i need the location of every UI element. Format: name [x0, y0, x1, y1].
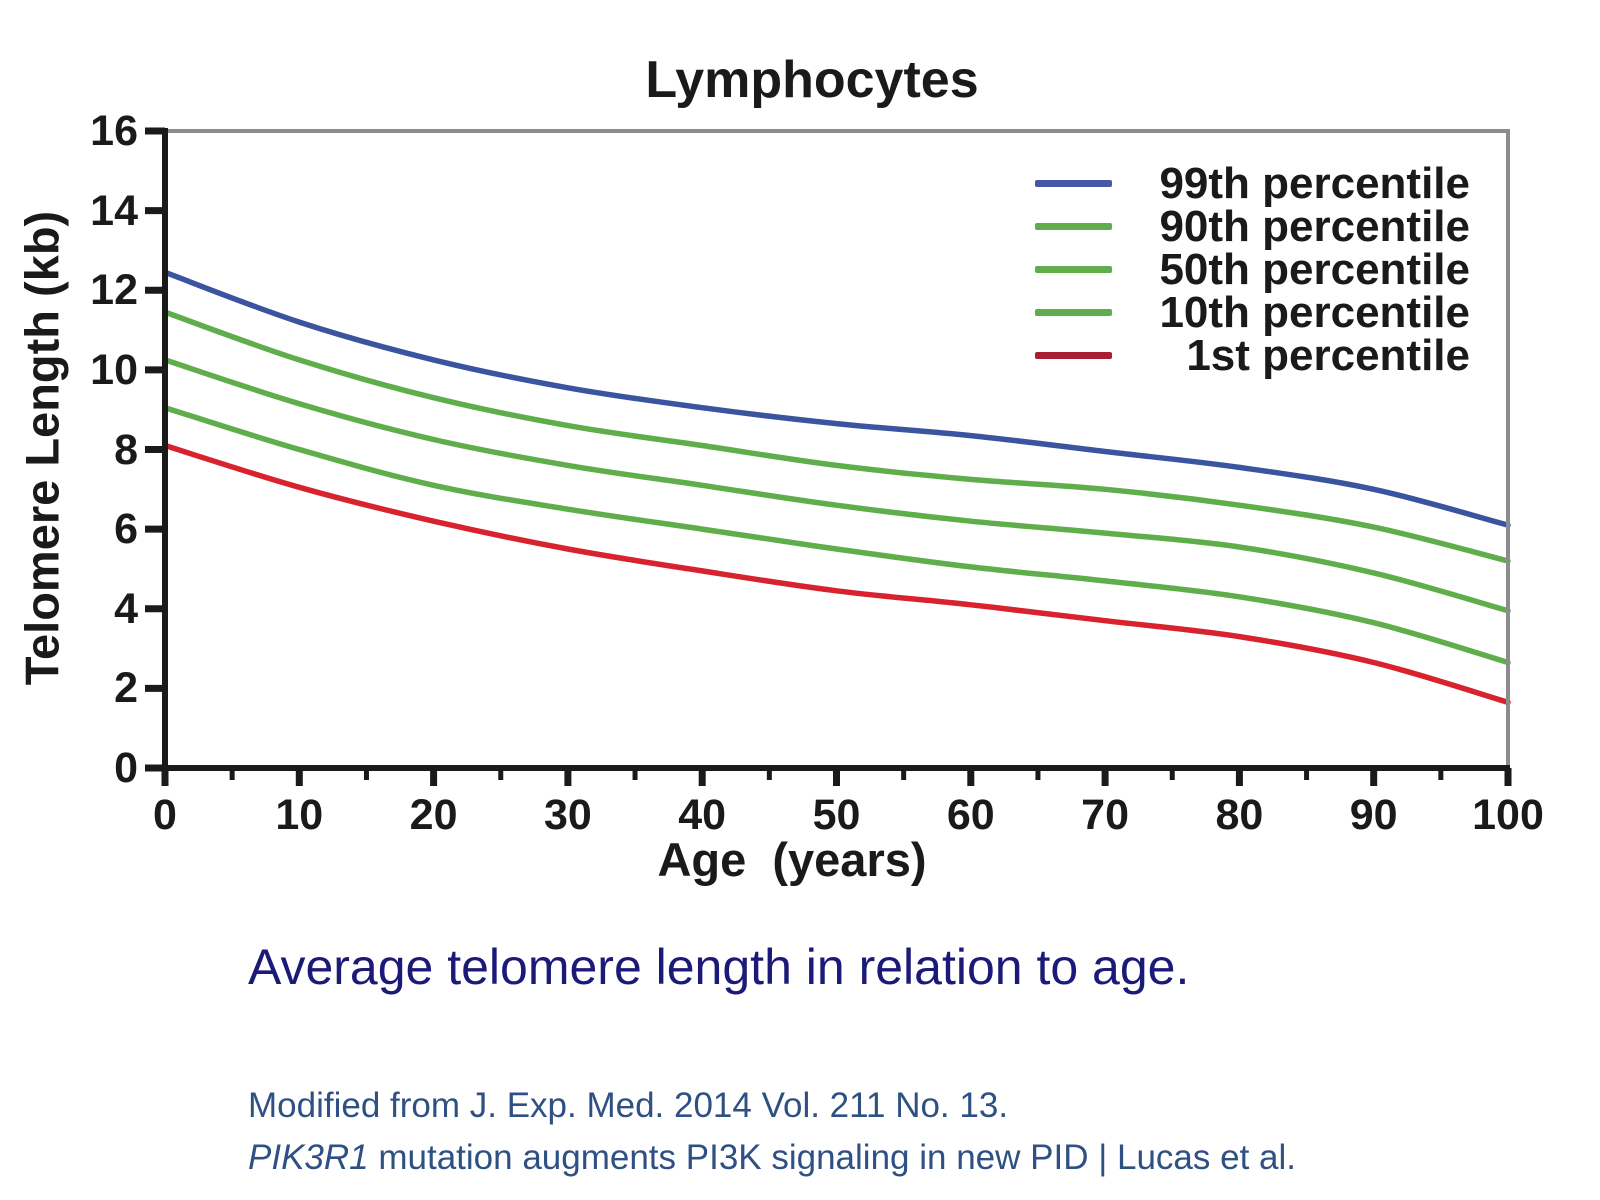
legend-label: 50th percentile	[1159, 244, 1470, 294]
x-tick-label-70: 70	[1081, 791, 1130, 839]
curve-99th-percentile	[162, 269, 1511, 528]
legend-entry: 99th percentile	[1035, 158, 1470, 208]
y-tick-label-14: 14	[90, 186, 138, 235]
legend-entry: 1st percentile	[1035, 330, 1470, 380]
curve-1st-percentile	[162, 442, 1511, 706]
x-tick-label-40: 40	[678, 791, 727, 839]
legend-entry: 10th percentile	[1035, 287, 1470, 337]
curve-90th-percentile	[162, 309, 1511, 564]
attribution-line1: Modified from J. Exp. Med. 2014 Vol. 211…	[248, 1086, 1009, 1125]
x-axis-label: Age (years)	[657, 833, 927, 886]
y-tick-label-4: 4	[114, 584, 138, 633]
attribution-line2-rest: mutation augments PI3K signaling in new …	[368, 1138, 1297, 1177]
x-tick-label-10: 10	[275, 791, 324, 839]
curve-50th-percentile	[162, 357, 1511, 614]
legend-label: 1st percentile	[1186, 330, 1470, 380]
caption: Average telomere length in relation to a…	[248, 939, 1190, 995]
legend-line-icon	[1035, 352, 1112, 359]
legend: 99th percentile 90th percentile 50th perce…	[1035, 158, 1470, 380]
y-tick-label-8: 8	[114, 425, 138, 474]
legend-label: 10th percentile	[1159, 287, 1470, 337]
y-tick-label-2: 2	[114, 664, 138, 713]
legend-entry: 90th percentile	[1035, 201, 1470, 251]
y-tick-label-10: 10	[90, 345, 138, 394]
attribution: Modified from J. Exp. Med. 2014 Vol. 211…	[248, 1080, 1296, 1184]
x-tick-label-60: 60	[946, 791, 995, 839]
x-tick-label-0: 0	[153, 791, 177, 839]
legend-line-icon	[1035, 180, 1112, 187]
legend-label: 90th percentile	[1159, 201, 1470, 251]
curve-10th-percentile	[162, 404, 1511, 666]
y-tick-label-16: 16	[90, 107, 138, 155]
y-tick-label-0: 0	[114, 744, 138, 792]
y-tick-label-12: 12	[90, 266, 138, 315]
x-tick-label-50: 50	[812, 791, 861, 839]
legend-entry: 50th percentile	[1035, 244, 1470, 294]
x-tick-label-30: 30	[543, 791, 592, 839]
legend-label: 99th percentile	[1159, 158, 1470, 208]
attribution-line2: PIK3R1 mutation augments PI3K signaling …	[248, 1132, 1296, 1184]
x-tick-label-100: 100	[1472, 791, 1544, 839]
legend-line-icon	[1035, 223, 1112, 230]
legend-line-icon	[1035, 266, 1112, 273]
plot-area	[145, 127, 1512, 786]
attribution-line2-italic: PIK3R1	[248, 1138, 369, 1177]
x-tick-label-90: 90	[1349, 791, 1398, 839]
legend-line-icon	[1035, 309, 1112, 316]
y-tick-label-6: 6	[114, 505, 138, 554]
x-tick-label-80: 80	[1215, 791, 1264, 839]
x-tick-label-20: 20	[409, 791, 458, 839]
chart-title: Lymphocytes	[645, 51, 979, 109]
